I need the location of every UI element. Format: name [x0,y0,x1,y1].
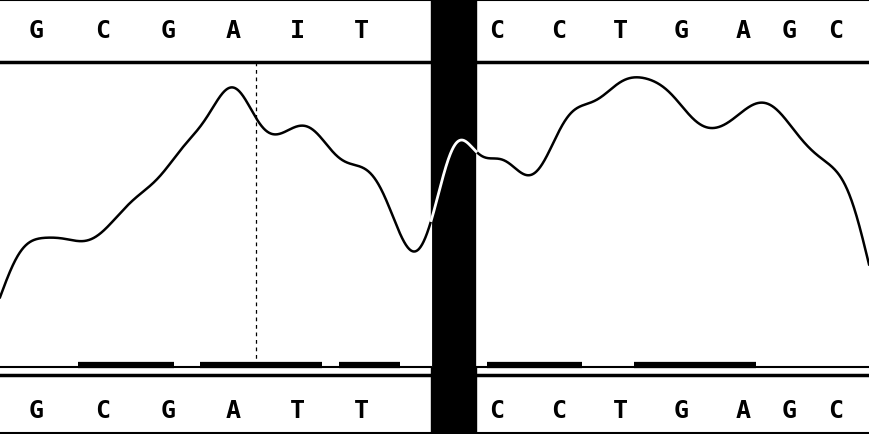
Text: G: G [160,398,176,422]
Text: C: C [828,398,844,422]
Text: I: I [289,19,305,43]
Text: C: C [551,398,567,422]
Text: G: G [29,398,44,422]
Text: T: T [613,19,628,43]
Text: C: C [551,19,567,43]
Text: C: C [489,398,505,422]
Text: T: T [613,398,628,422]
Text: T: T [289,398,305,422]
Text: G: G [673,19,689,43]
Text: T: T [354,19,369,43]
Text: T: T [354,398,369,422]
Text: C: C [95,398,110,422]
Text: G: G [673,398,689,422]
Text: C: C [489,19,505,43]
Bar [431,0,476,434]
Text: A: A [735,19,751,43]
Text: C: C [95,19,110,43]
Text: C: C [828,19,844,43]
Text: G: G [781,19,797,43]
Text: A: A [225,19,241,43]
Text: A: A [735,398,751,422]
Text: G: G [781,398,797,422]
Text: A: A [225,398,241,422]
Text: G: G [29,19,44,43]
Text: G: G [160,19,176,43]
